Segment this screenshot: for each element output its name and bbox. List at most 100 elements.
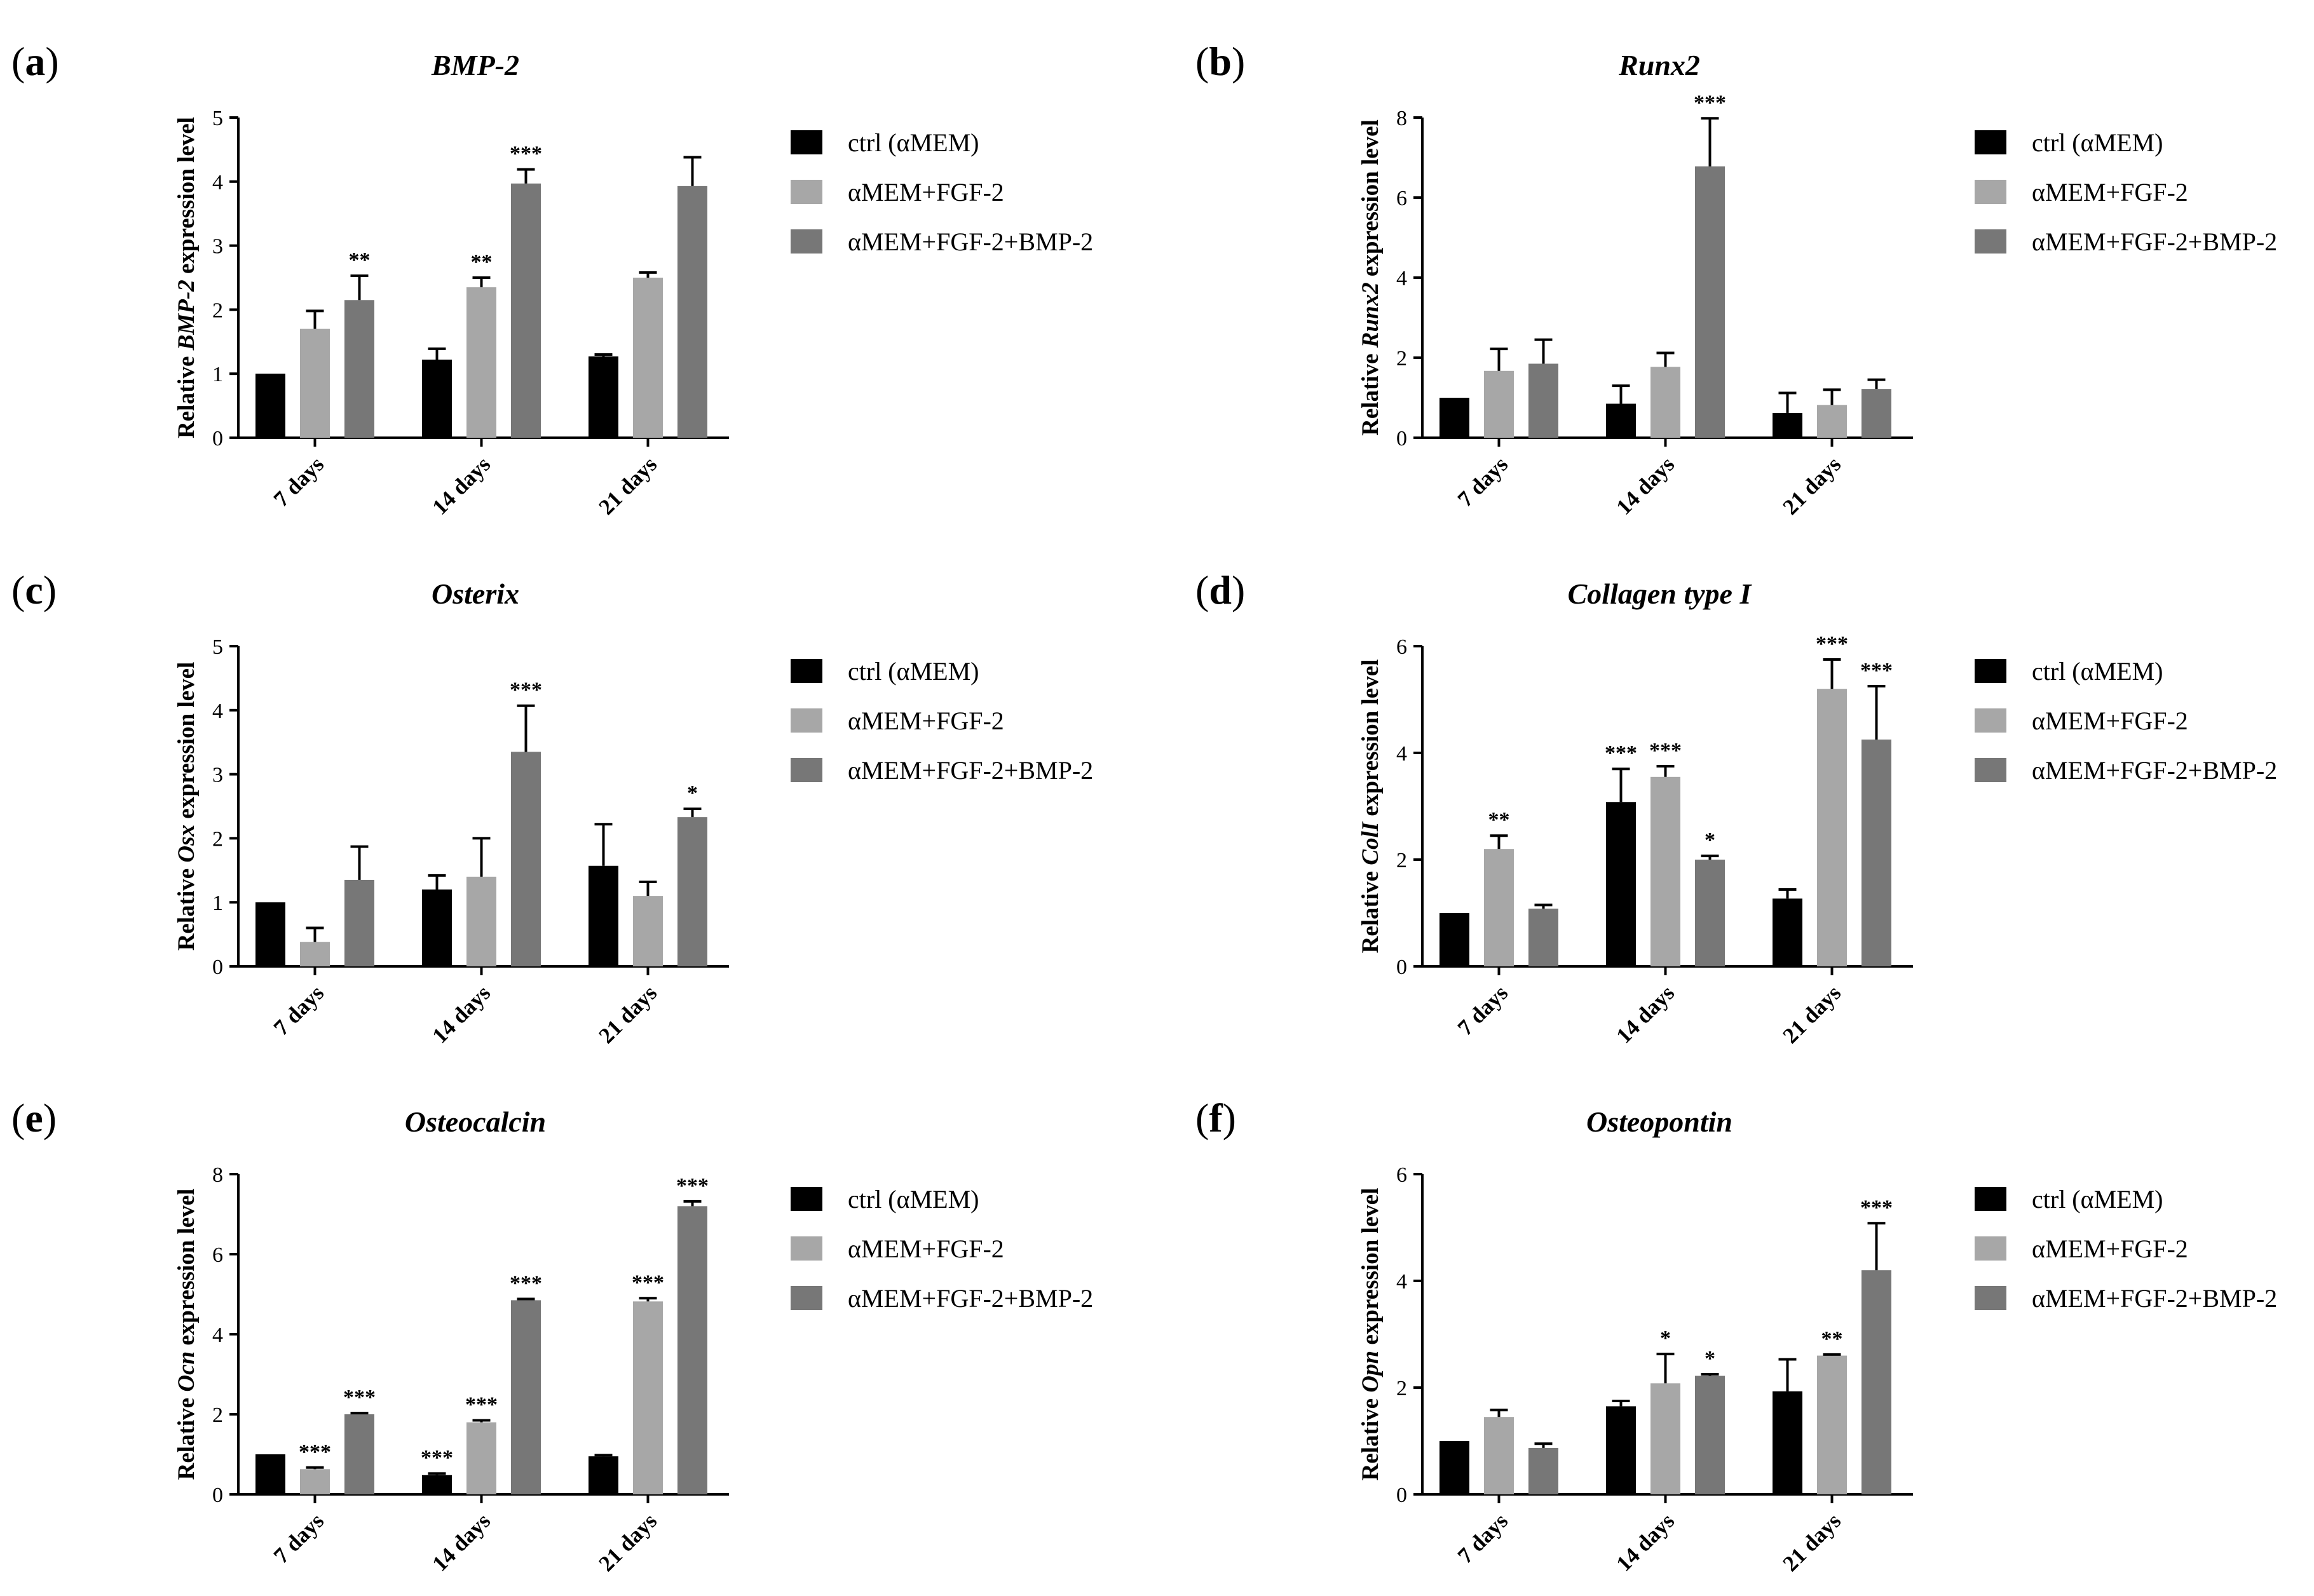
y-tick-label: 6 <box>1396 635 1407 659</box>
significance-label: * <box>1660 1327 1671 1350</box>
x-tick-label: 14 days <box>427 452 495 520</box>
significance-label: * <box>687 781 698 805</box>
bar <box>1695 166 1725 438</box>
panel-letter: (a) <box>11 39 59 84</box>
bar <box>1606 1406 1636 1494</box>
bar <box>1528 909 1558 966</box>
legend-swatch <box>1975 180 2006 204</box>
bar <box>255 1454 285 1494</box>
significance-label: ** <box>471 250 493 274</box>
legend-label: αMEM+FGF-2 <box>848 707 1004 735</box>
bar <box>300 942 330 966</box>
y-tick-label: 0 <box>212 956 223 979</box>
bar <box>1484 849 1514 966</box>
bar <box>633 278 663 438</box>
bar <box>1861 740 1891 966</box>
legend-label: ctrl (αMEM) <box>848 128 979 157</box>
legend-swatch <box>791 708 822 733</box>
y-tick-label: 4 <box>1396 1270 1407 1294</box>
bar <box>1484 370 1514 438</box>
significance-label: *** <box>632 1271 664 1294</box>
x-tick-label: 14 days <box>427 980 495 1048</box>
bar <box>633 1301 663 1494</box>
chart-title: Osterix <box>432 578 519 610</box>
y-tick-label: 0 <box>1396 427 1407 450</box>
significance-label: *** <box>1605 741 1637 765</box>
panel-f: (f) Osteopontin Relative Opn expression le… <box>1195 1095 2277 1576</box>
bar <box>1650 1383 1680 1494</box>
x-tick-label: 7 days <box>1453 980 1513 1040</box>
y-tick-label: 4 <box>1396 267 1407 290</box>
y-tick-label: 5 <box>212 107 223 130</box>
y-tick-label: 8 <box>212 1163 223 1187</box>
significance-label: *** <box>1860 1196 1893 1219</box>
y-tick-label: 1 <box>212 363 223 386</box>
panel-letter: (f) <box>1195 1095 1236 1140</box>
bar <box>422 889 452 966</box>
bar <box>466 876 496 966</box>
bar <box>1439 398 1469 438</box>
significance-label: ** <box>349 248 371 272</box>
legend-swatch <box>1975 130 2006 154</box>
significance-label: *** <box>676 1174 709 1198</box>
x-tick-label: 21 days <box>594 980 662 1048</box>
bar <box>1606 403 1636 438</box>
legend-swatch <box>791 1236 822 1261</box>
x-tick-label: 14 days <box>1611 452 1679 520</box>
legend-label: αMEM+FGF-2 <box>2032 178 2188 206</box>
y-tick-label: 4 <box>212 1323 223 1347</box>
y-axis-label: Relative BMP-2 expression level <box>174 117 200 438</box>
legend-label: αMEM+FGF-2 <box>848 178 1004 206</box>
bar <box>1817 1355 1847 1494</box>
x-tick-label: 14 days <box>1611 980 1679 1048</box>
legend-label: ctrl (αMEM) <box>2032 657 2163 686</box>
bar <box>1484 1417 1514 1494</box>
significance-label: *** <box>510 679 542 702</box>
bar <box>1439 913 1469 966</box>
panel-c: (c) Osterix Relative Osx expression level 0… <box>11 567 1093 1048</box>
y-tick-label: 8 <box>1396 107 1407 130</box>
significance-label: *** <box>1816 632 1848 656</box>
y-tick-label: 0 <box>212 427 223 450</box>
significance-label: *** <box>1649 739 1682 762</box>
x-tick-label: 7 days <box>269 1508 329 1568</box>
significance-label: *** <box>343 1386 376 1409</box>
y-tick-label: 2 <box>1396 347 1407 370</box>
bar <box>1861 389 1891 438</box>
chart-title: Osteocalcin <box>405 1106 546 1138</box>
panel-b: (b) Runx2 Relative Runx2 expression level 0… <box>1195 39 2277 520</box>
legend-label: ctrl (αMEM) <box>2032 1185 2163 1214</box>
significance-label: *** <box>510 142 542 166</box>
legend-label: ctrl (αMEM) <box>848 1185 979 1214</box>
panel-letter: (c) <box>11 567 57 612</box>
legend-label: αMEM+FGF-2+BMP-2 <box>2032 1284 2277 1313</box>
bar <box>1650 776 1680 966</box>
significance-label: *** <box>1694 91 1726 114</box>
y-tick-label: 2 <box>212 827 223 851</box>
y-tick-label: 5 <box>212 635 223 659</box>
legend-swatch <box>791 229 822 254</box>
y-tick-label: 0 <box>212 1484 223 1507</box>
bar <box>677 1206 707 1494</box>
panel-e: (e) Osteocalcin Relative Ocn expression le… <box>11 1095 1093 1576</box>
x-tick-label: 21 days <box>1778 980 1846 1048</box>
y-axis-label: Relative Ocn expression level <box>174 1189 200 1480</box>
bar <box>511 752 541 966</box>
bar <box>344 300 374 438</box>
bar <box>1606 802 1636 966</box>
bar <box>677 186 707 438</box>
legend-label: αMEM+FGF-2+BMP-2 <box>848 1284 1093 1313</box>
legend-swatch <box>1975 758 2006 782</box>
bar <box>1773 412 1802 438</box>
y-tick-label: 1 <box>212 891 223 915</box>
x-tick-label: 21 days <box>1778 1508 1846 1576</box>
bar <box>1650 367 1680 438</box>
y-tick-label: 0 <box>1396 1484 1407 1507</box>
x-tick-label: 21 days <box>1778 452 1846 520</box>
bar <box>1861 1270 1891 1494</box>
bar <box>511 1300 541 1494</box>
x-tick-label: 7 days <box>1453 452 1513 511</box>
bar <box>1773 1391 1802 1494</box>
bar <box>1817 689 1847 966</box>
